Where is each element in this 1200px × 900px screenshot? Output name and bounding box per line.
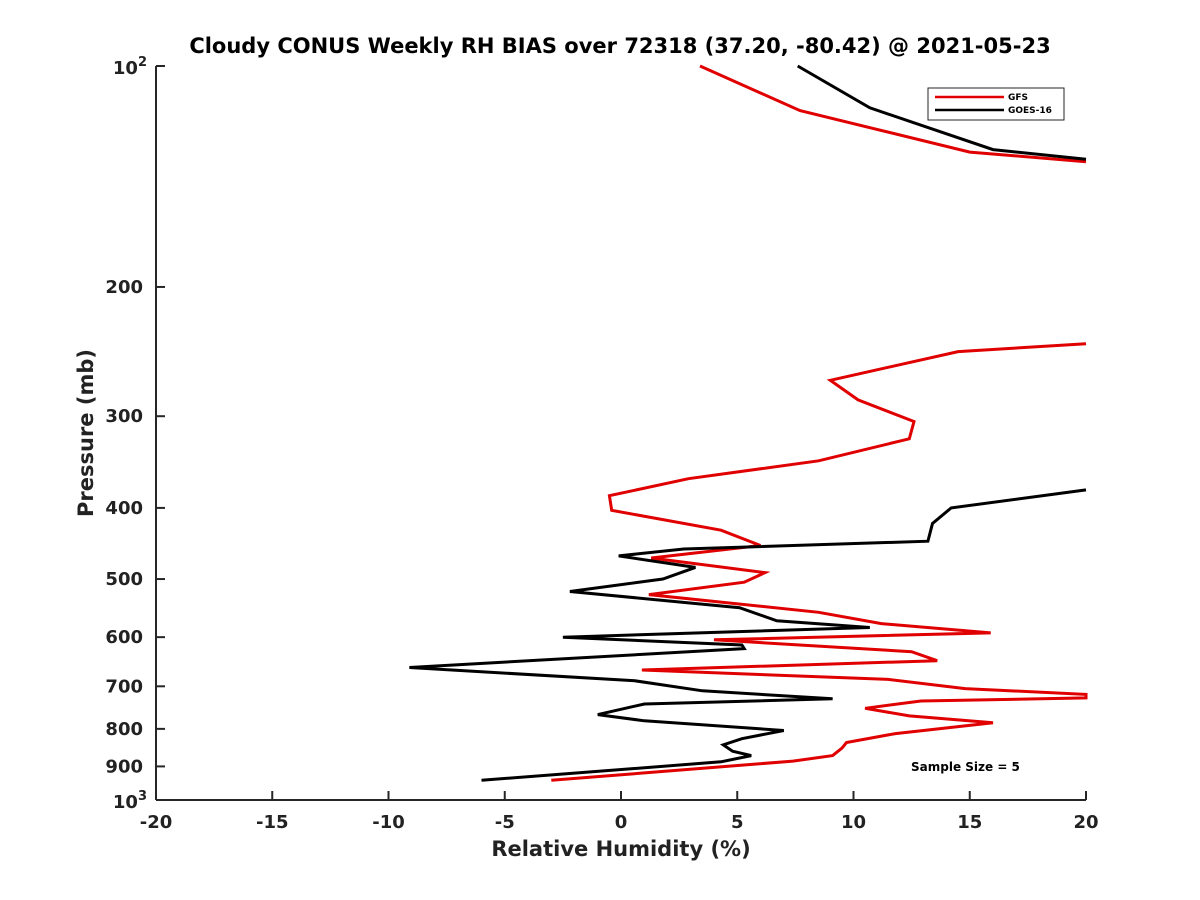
- x-axis-ticks: -20 -15 -10 -5 0 5 10 15 20: [140, 791, 1099, 833]
- y-axis-label: Pressure (mb): [74, 349, 98, 517]
- plot-lines: [409, 64, 1088, 782]
- series-line-gfs-segment-2: [551, 342, 1088, 782]
- y-tick-label: 700: [105, 676, 143, 697]
- series-line-gfs-segment-1: [699, 64, 1087, 164]
- legend: GFS GOES-16: [927, 87, 1065, 121]
- y-tick-label: 200: [105, 277, 143, 298]
- x-tick-label: 20: [1073, 812, 1098, 833]
- sample-size-annotation: Sample Size = 5: [911, 760, 1020, 774]
- x-tick-label: 0: [615, 812, 628, 833]
- x-tick-label: -20: [140, 812, 173, 833]
- y-tick-label: 400: [105, 498, 143, 519]
- y-tick-label-power: 103: [113, 789, 147, 813]
- x-tick-label: -10: [372, 812, 405, 833]
- x-tick-label: 5: [731, 812, 744, 833]
- x-tick-label: -5: [495, 812, 515, 833]
- legend-box: [927, 87, 1065, 121]
- chart-title: Cloudy CONUS Weekly RH BIAS over 72318 (…: [189, 34, 1050, 58]
- y-axis-ticks: 200 300 400 500 600 700 800 900 102 103: [105, 55, 165, 813]
- legend-label-goes16: GOES-16: [1008, 106, 1052, 116]
- y-tick-label: 600: [105, 627, 143, 648]
- y-tick-label-power: 102: [113, 55, 147, 79]
- y-tick-label: 500: [105, 569, 143, 590]
- legend-label-gfs: GFS: [1008, 93, 1028, 103]
- y-tick-label: 300: [105, 406, 143, 427]
- x-tick-label: 15: [957, 812, 982, 833]
- y-tick-label: 800: [105, 719, 143, 740]
- series-line-goes16-segment-1: [796, 64, 1087, 161]
- y-tick-label: 900: [105, 756, 143, 777]
- x-tick-label: 10: [841, 812, 866, 833]
- x-tick-label: -15: [256, 812, 289, 833]
- x-axis-label: Relative Humidity (%): [491, 837, 750, 861]
- series-line-goes16-segment-2: [409, 488, 1087, 782]
